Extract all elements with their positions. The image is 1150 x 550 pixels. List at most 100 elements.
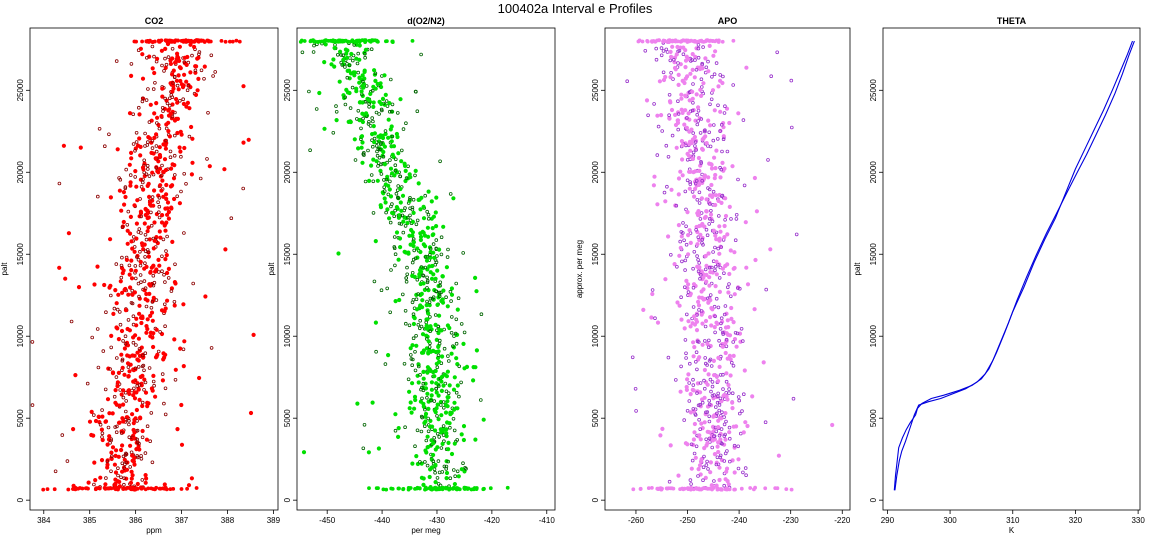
data-point — [402, 163, 408, 168]
data-point — [424, 487, 429, 491]
data-point — [163, 96, 168, 101]
data-point — [145, 317, 150, 322]
data-point — [433, 462, 438, 467]
data-point — [174, 78, 179, 83]
data-point — [700, 321, 705, 326]
data-point — [157, 210, 161, 215]
data-point — [687, 381, 691, 385]
data-point — [160, 106, 165, 110]
data-point — [736, 444, 740, 449]
data-point — [157, 39, 162, 44]
data-point — [189, 124, 194, 130]
data-point — [406, 485, 411, 490]
data-point — [395, 434, 401, 439]
data-point — [693, 181, 698, 186]
data-point — [726, 290, 731, 295]
data-point — [181, 363, 186, 369]
data-point — [147, 200, 153, 205]
x-axis-label: per meg — [411, 526, 440, 535]
data-point — [401, 127, 406, 131]
data-point — [373, 78, 378, 84]
data-point — [471, 364, 476, 370]
data-point — [725, 486, 730, 491]
data-point — [132, 417, 137, 422]
data-point — [703, 318, 709, 324]
data-point — [118, 279, 123, 284]
data-point — [707, 402, 712, 407]
data-point — [139, 454, 143, 458]
data-point — [113, 425, 117, 429]
data-point — [171, 486, 176, 491]
data-point — [410, 270, 415, 275]
data-point — [730, 391, 735, 396]
data-point — [141, 363, 146, 368]
data-point — [360, 73, 365, 78]
data-point — [718, 453, 723, 458]
data-point — [98, 422, 103, 427]
data-point — [672, 261, 677, 267]
data-point — [145, 229, 150, 234]
data-point — [711, 372, 717, 378]
data-point — [744, 265, 749, 270]
data-point — [147, 136, 152, 141]
data-point — [124, 467, 130, 472]
data-point — [433, 409, 438, 415]
data-point — [446, 359, 451, 363]
data-point — [404, 121, 408, 125]
data-point — [708, 293, 713, 297]
data-point — [691, 194, 697, 199]
data-point — [685, 233, 691, 238]
data-point — [688, 180, 692, 184]
data-point — [120, 358, 125, 363]
data-point — [439, 388, 444, 393]
data-point — [703, 253, 708, 259]
data-point — [121, 418, 126, 423]
data-point — [682, 285, 687, 290]
data-point — [695, 299, 701, 304]
data-point — [663, 199, 668, 204]
data-point — [143, 451, 148, 455]
data-point — [684, 125, 690, 130]
data-point — [693, 413, 698, 417]
data-point — [154, 267, 159, 272]
data-point — [744, 65, 749, 70]
data-point — [151, 379, 156, 384]
data-point — [132, 386, 136, 391]
data-point — [410, 461, 415, 466]
data-point — [393, 169, 398, 173]
data-point — [404, 276, 409, 280]
data-point — [164, 487, 169, 492]
data-point — [175, 194, 180, 199]
data-point — [163, 386, 168, 391]
data-point — [173, 60, 178, 65]
data-point — [457, 364, 462, 369]
data-point — [122, 287, 127, 292]
data-point — [181, 302, 186, 307]
y-tick-label: 15000 — [16, 243, 25, 266]
data-point — [428, 418, 433, 423]
data-point — [360, 83, 365, 89]
data-point — [187, 134, 192, 139]
data-point — [448, 289, 453, 294]
data-point — [415, 246, 420, 251]
data-point — [421, 369, 426, 374]
data-point — [720, 80, 725, 86]
data-point — [370, 400, 375, 405]
data-point — [360, 160, 365, 165]
data-point — [116, 336, 122, 342]
data-point — [170, 239, 175, 244]
data-point — [360, 119, 365, 125]
data-point — [707, 187, 712, 192]
data-point — [692, 451, 697, 456]
data-point — [129, 469, 134, 474]
data-point — [701, 478, 705, 483]
data-point — [388, 220, 393, 225]
data-point — [676, 176, 682, 181]
data-point — [322, 39, 327, 44]
data-point — [657, 79, 663, 84]
data-point — [146, 250, 151, 255]
data-point — [132, 249, 137, 254]
data-point — [132, 396, 138, 401]
x-tick-label: -220 — [834, 516, 851, 525]
data-point — [63, 276, 68, 281]
